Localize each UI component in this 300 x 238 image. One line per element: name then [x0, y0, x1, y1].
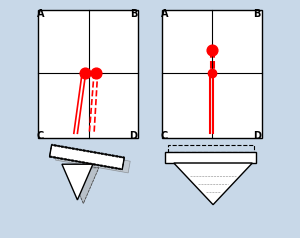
- Point: [209, 48, 214, 52]
- Point: [209, 71, 214, 74]
- Text: A: A: [160, 9, 168, 19]
- Text: C: C: [37, 131, 44, 141]
- Point: [82, 71, 87, 74]
- Bar: [38, 10, 138, 138]
- Bar: [168, 145, 254, 152]
- Bar: [166, 152, 256, 163]
- Text: D: D: [129, 131, 137, 141]
- Text: C: C: [161, 131, 168, 141]
- Text: D: D: [253, 131, 261, 141]
- Bar: [162, 10, 262, 138]
- Text: B: B: [130, 9, 137, 19]
- Bar: [56, 148, 130, 173]
- Bar: [50, 145, 124, 170]
- Text: A: A: [37, 9, 44, 19]
- Polygon shape: [174, 163, 252, 205]
- Polygon shape: [68, 168, 99, 203]
- Polygon shape: [62, 164, 93, 200]
- Bar: [50, 145, 124, 169]
- Text: B: B: [254, 9, 261, 19]
- Bar: [50, 144, 124, 169]
- Point: [94, 71, 99, 74]
